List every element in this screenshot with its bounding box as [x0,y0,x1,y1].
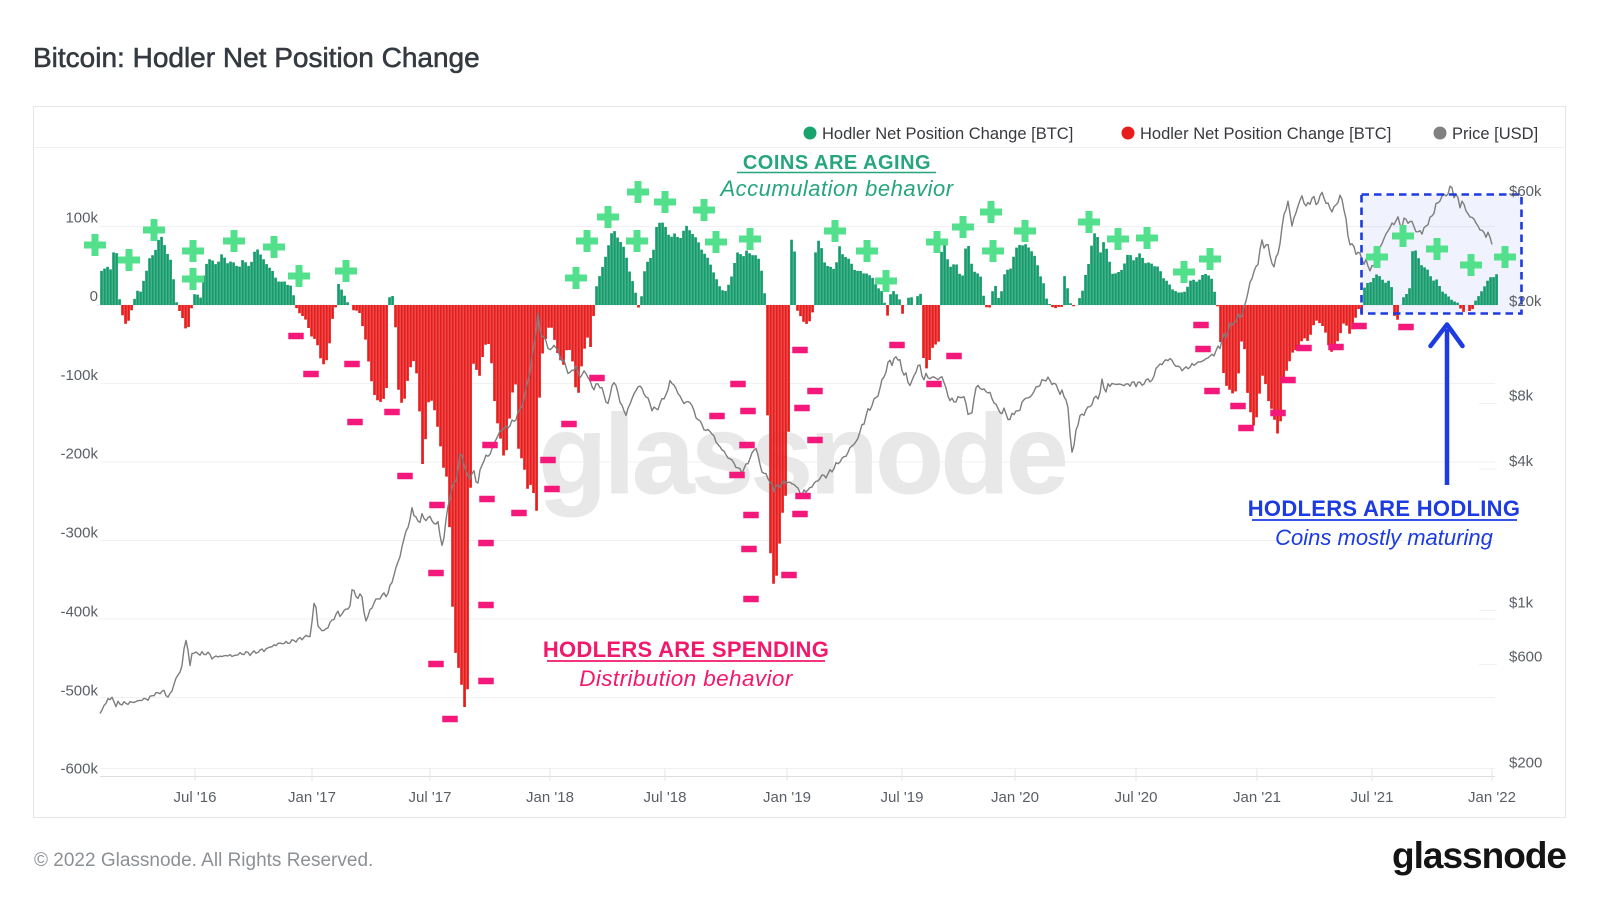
svg-text:Jul '16: Jul '16 [174,789,217,806]
svg-text:Jan '20: Jan '20 [991,789,1039,806]
svg-text:Hodler Net Position Change [BT: Hodler Net Position Change [BTC] [1140,125,1391,143]
svg-text:Coins mostly maturing: Coins mostly maturing [1275,525,1493,550]
svg-text:0: 0 [90,288,98,305]
svg-text:Jul '20: Jul '20 [1115,789,1158,806]
svg-text:-400k: -400k [60,604,98,621]
svg-text:$8k: $8k [1509,388,1534,405]
svg-text:Jul '21: Jul '21 [1351,789,1394,806]
svg-text:Jan '17: Jan '17 [288,789,336,806]
svg-text:$4k: $4k [1509,453,1534,470]
svg-text:© 2022 Glassnode. All Rights R: © 2022 Glassnode. All Rights Reserved. [34,850,373,871]
svg-text:-100k: -100k [60,367,98,384]
svg-text:Jul '18: Jul '18 [644,789,687,806]
svg-text:HODLERS ARE HODLING: HODLERS ARE HODLING [1248,496,1521,521]
svg-text:$20k: $20k [1509,293,1542,310]
svg-text:-500k: -500k [60,683,98,700]
svg-text:$600: $600 [1509,649,1542,666]
svg-text:Jan '18: Jan '18 [526,789,574,806]
svg-text:$1k: $1k [1509,595,1534,612]
svg-text:100k: 100k [65,210,98,227]
svg-text:Jul '17: Jul '17 [409,789,452,806]
svg-text:Price [USD]: Price [USD] [1452,125,1538,143]
svg-text:glassnode: glassnode [1392,835,1566,876]
svg-text:-600k: -600k [60,761,98,778]
svg-text:$60k: $60k [1509,183,1542,200]
svg-text:-200k: -200k [60,446,98,463]
svg-text:Bitcoin: Hodler Net Position C: Bitcoin: Hodler Net Position Change [33,42,480,73]
svg-text:COINS ARE AGING: COINS ARE AGING [743,152,931,174]
svg-text:Jan '19: Jan '19 [763,789,811,806]
svg-text:Jul '19: Jul '19 [881,789,924,806]
svg-text:$200: $200 [1509,755,1542,772]
svg-text:Hodler Net Position Change [BT: Hodler Net Position Change [BTC] [822,125,1073,143]
svg-text:Distribution behavior: Distribution behavior [579,666,794,691]
svg-text:Jan '22: Jan '22 [1468,789,1516,806]
svg-text:HODLERS ARE SPENDING: HODLERS ARE SPENDING [543,637,829,662]
svg-text:Accumulation behavior: Accumulation behavior [718,176,954,201]
svg-text:-300k: -300k [60,525,98,542]
svg-text:Jan '21: Jan '21 [1233,789,1281,806]
